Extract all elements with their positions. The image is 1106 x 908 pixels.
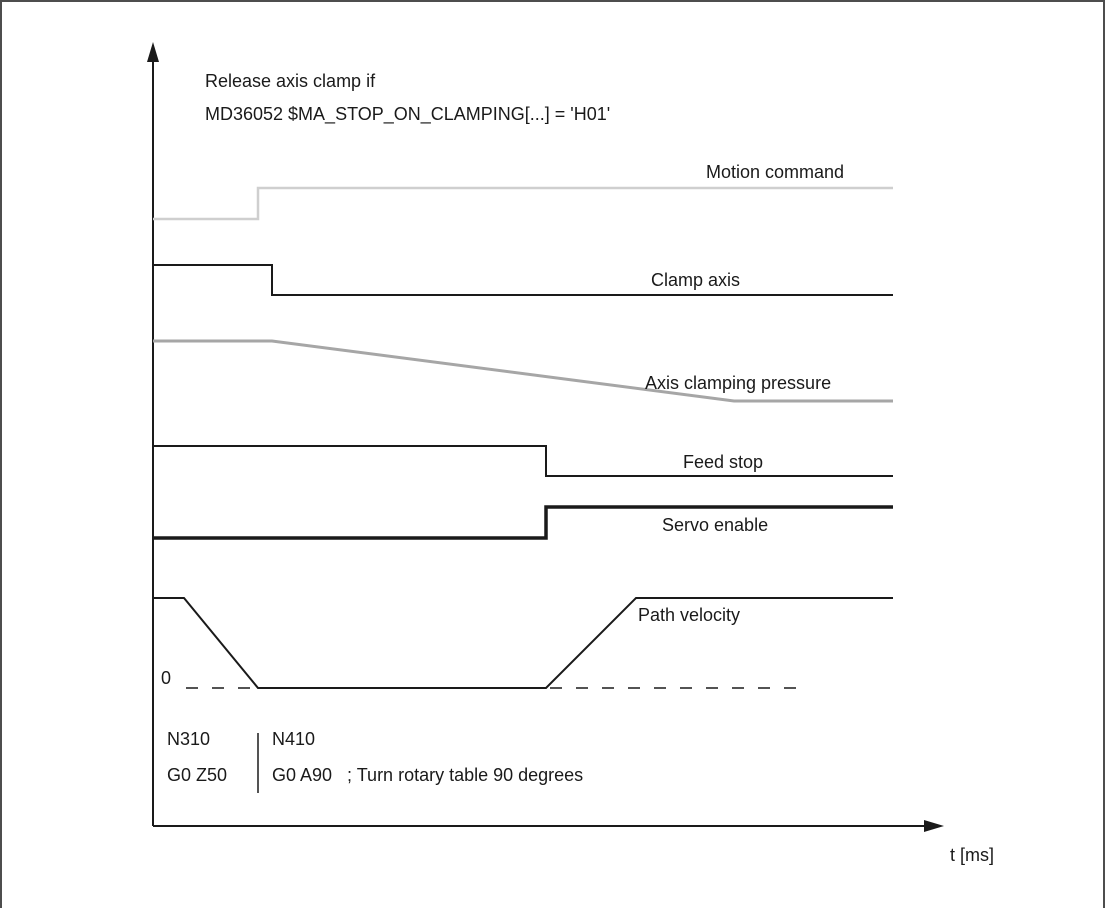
- program-block-2-line-2: G0 A90 ; Turn rotary table 90 degrees: [272, 765, 583, 785]
- header-line-2: MD36052 $MA_STOP_ON_CLAMPING[...] = 'H01…: [205, 104, 610, 125]
- x-axis-label: t [ms]: [950, 845, 994, 865]
- path-velocity-signal: [153, 597, 893, 689]
- clamp-axis-signal: [153, 264, 893, 296]
- motion-command-signal: [153, 186, 893, 221]
- program-block-2-line-1: N410: [272, 729, 315, 749]
- header-line-1: Release axis clamp if: [205, 71, 376, 91]
- feed-stop-label: Feed stop: [683, 452, 763, 472]
- servo-enable-label: Servo enable: [662, 515, 768, 535]
- clamp-axis-label: Clamp axis: [651, 270, 740, 290]
- axis-clamping-pressure-signal: [153, 339, 893, 403]
- program-block-1-line-2: G0 Z50: [167, 765, 227, 785]
- x-axis-arrow-icon: [924, 820, 944, 832]
- feed-stop-signal: [153, 445, 893, 477]
- zero-label: 0: [161, 668, 171, 688]
- path-velocity-label: Path velocity: [638, 605, 740, 625]
- axis-clamping-pressure-label: Axis clamping pressure: [645, 373, 831, 393]
- motion-command-label: Motion command: [706, 162, 844, 182]
- y-axis-arrow-icon: [147, 42, 159, 62]
- servo-enable-signal: [153, 505, 893, 540]
- program-block-1-line-1: N310: [167, 729, 210, 749]
